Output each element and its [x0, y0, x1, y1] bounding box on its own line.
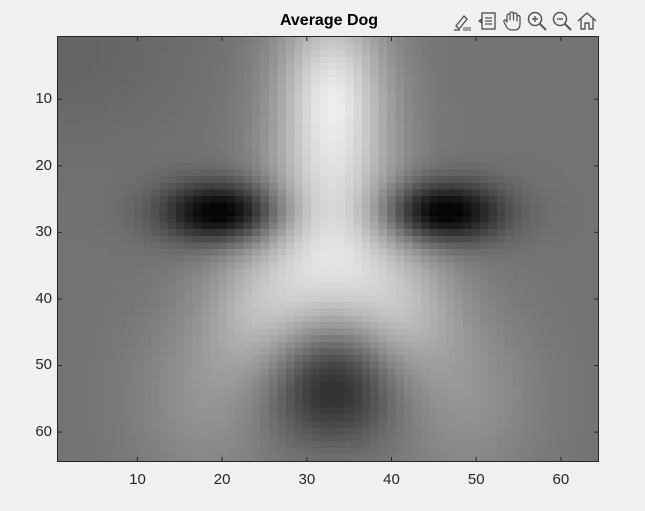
ytick-label: 40	[35, 289, 52, 307]
axes-toolbar	[450, 9, 598, 33]
ytick-label: 60	[35, 423, 52, 441]
pan-hand-icon	[502, 11, 521, 31]
restore-view-button[interactable]	[575, 10, 598, 33]
brush-button[interactable]	[450, 10, 473, 33]
brush-icon	[453, 14, 471, 31]
zoom-out-button[interactable]	[550, 10, 573, 33]
xtick-label: 30	[298, 471, 316, 488]
zoom-in-icon	[527, 11, 547, 31]
ytick-label: 50	[35, 356, 52, 374]
datatip-button[interactable]	[475, 10, 498, 33]
ytick-label: 30	[35, 223, 52, 241]
zoom-in-button[interactable]	[525, 10, 548, 33]
xtick-label: 10	[129, 471, 146, 488]
pan-button[interactable]	[500, 10, 523, 33]
datatip-icon	[477, 12, 496, 30]
xtick-label: 50	[467, 471, 485, 488]
plot-title: Average Dog	[279, 12, 379, 29]
ytick-label: 10	[35, 90, 52, 108]
ytick-label: 20	[35, 156, 52, 174]
xtick-label: 60	[552, 471, 570, 488]
image-axes[interactable]	[57, 36, 599, 462]
home-icon	[577, 12, 596, 30]
average-dog-image	[58, 37, 598, 461]
zoom-out-icon	[552, 11, 572, 31]
xtick-label: 40	[383, 471, 400, 488]
xtick-label: 20	[213, 471, 231, 488]
